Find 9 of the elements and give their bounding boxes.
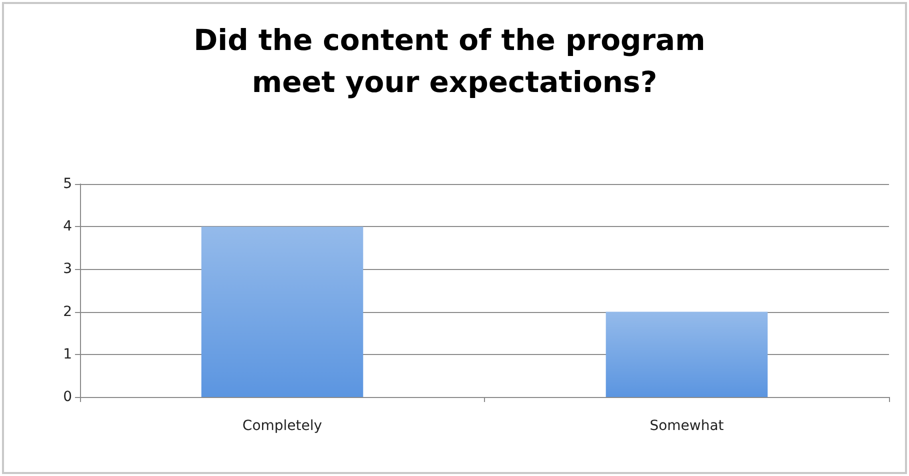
y-tick-label: 5 (63, 176, 72, 192)
y-tick-label: 4 (63, 218, 72, 235)
y-tick-label: 0 (63, 389, 72, 405)
x-tick-label: Completely (242, 418, 322, 434)
y-tick-label: 3 (63, 261, 72, 278)
chart-title: Did the content of the program meet your expectations? (194, 23, 716, 99)
x-tick-label: Somewhat (650, 418, 724, 434)
y-tick-label: 1 (63, 346, 72, 362)
y-tick-label: 2 (63, 304, 72, 320)
